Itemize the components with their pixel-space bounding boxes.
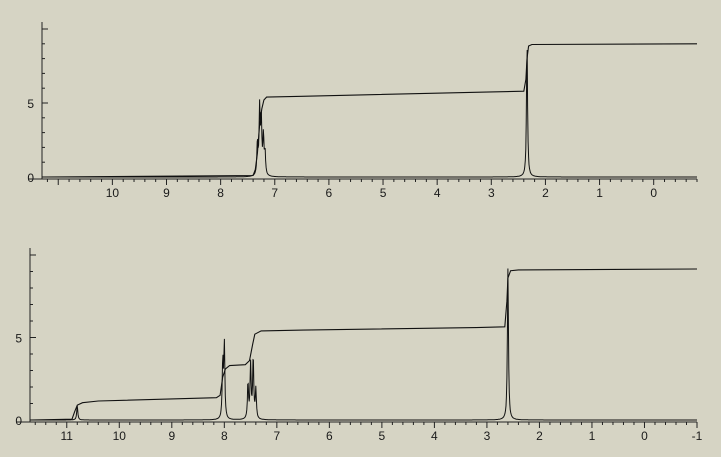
y-tick-label: 0 [27,171,34,185]
x-tick-label: 1 [596,186,603,200]
x-tick-label: 7 [271,186,278,200]
x-tick-label: 8 [221,429,228,443]
x-tick-label: 2 [542,186,549,200]
x-tick-label: 2 [536,429,543,443]
x-tick-label: 0 [641,429,648,443]
x-tick-label: 6 [326,429,333,443]
x-tick-label: -1 [692,429,703,443]
spectrum-trace [42,49,697,178]
x-tick-label: 11 [61,429,74,443]
integral-curve [29,268,698,421]
x-tick-label: 1 [589,429,596,443]
x-tick-label: 9 [168,429,175,443]
x-tick-label: 10 [113,429,127,443]
x-tick-label: 3 [488,186,495,200]
x-tick-label: 5 [380,186,387,200]
x-tick-label: 0 [650,186,657,200]
y-tick-label: 5 [27,97,34,111]
spectrum-trace [30,268,697,421]
x-tick-label: 10 [106,186,120,200]
x-tick-label: 3 [484,429,491,443]
integral-curve [41,43,698,178]
y-tick-label: 5 [15,332,22,346]
x-tick-label: 8 [217,186,224,200]
x-tick-label: 6 [326,186,333,200]
x-tick-label: 7 [273,429,280,443]
x-tick-label: 4 [431,429,438,443]
x-tick-label: 4 [434,186,441,200]
x-tick-label: 5 [379,429,386,443]
y-tick-label: 0 [15,414,22,428]
x-tick-label: 9 [163,186,170,200]
